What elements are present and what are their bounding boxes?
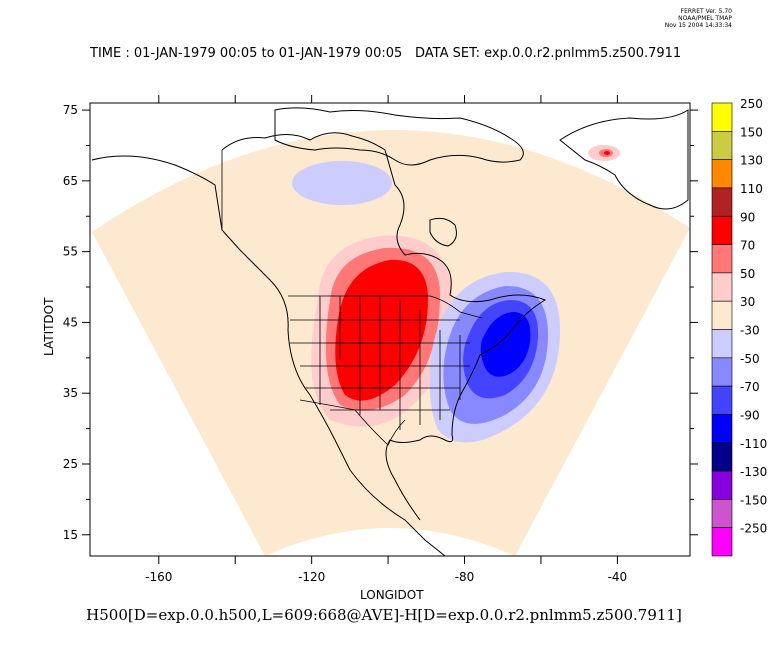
- state-lines-horizontal: [290, 319, 470, 411]
- greenland-anomaly-core: [604, 151, 610, 155]
- greenland-coast: [559, 109, 689, 210]
- stamp-line-2: NOAA/PMEL TMAP: [678, 15, 732, 22]
- x-tick-label: -40: [608, 570, 628, 584]
- central-positive-core: [335, 259, 428, 401]
- pacific-coast: [91, 155, 446, 556]
- colorbar-swatch: [711, 244, 733, 274]
- colorbar-label: -150: [740, 493, 767, 507]
- us-canada-border: [288, 295, 483, 319]
- colorbar-label: 30: [740, 295, 755, 309]
- colorbar-swatch: [711, 187, 733, 217]
- dataset-label: DATA SET: exp.0.0.r2.pnlmm5.z500.7911: [415, 46, 682, 61]
- stamp-line-3: Nov 15 2004 14:33:34: [664, 22, 732, 29]
- plot-area: [91, 107, 690, 556]
- colorbar-swatch: [711, 499, 733, 528]
- colorbar-label: -110: [740, 437, 767, 451]
- colorbar-swatch: [711, 414, 733, 444]
- y-axis-label: LATITDOT: [42, 297, 56, 356]
- colorbar-label: 90: [740, 210, 755, 224]
- coastlines: [91, 107, 689, 556]
- colorbar-swatch: [711, 470, 733, 500]
- alaska-negative-anomaly: [292, 161, 392, 205]
- colorbar-swatch: [711, 329, 733, 359]
- colorbar-label: -50: [740, 352, 760, 366]
- y-tick-label: 15: [63, 528, 78, 542]
- hudson-bay-islands: [429, 217, 457, 247]
- colorbar-swatch: [711, 102, 733, 132]
- y-tick-label: 55: [63, 245, 78, 259]
- colorbar: 250 150 130 110 90 70 50 30 -30 -50 -70 -90 -110 -130…: [711, 97, 767, 557]
- x-axis-label: LONGIDOT: [360, 588, 424, 602]
- y-tick-label: 65: [63, 174, 78, 188]
- us-mexico-border: [299, 399, 406, 446]
- x-tick-label: -120: [298, 570, 325, 584]
- atlantic-gulf-coast: [385, 294, 547, 521]
- canada-north-coast: [221, 132, 491, 303]
- time-label: TIME : 01-JAN-1979 00:05 to 01-JAN-1979 …: [90, 46, 403, 61]
- tick-labels: -160 -120 -80 -40 15 25 35 45 55 65 75: [63, 103, 627, 584]
- colorbar-swatch: [711, 385, 733, 415]
- colorbar-swatch: [711, 300, 733, 330]
- colorbar-swatch: [711, 442, 733, 472]
- colorbar-label: -30: [740, 324, 760, 338]
- colorbar-label: 130: [740, 154, 763, 168]
- colorbar-label: -250: [740, 522, 767, 536]
- plot-frame: [89, 102, 691, 557]
- colorbar-label: -130: [740, 465, 767, 479]
- x-tick-label: -80: [455, 570, 475, 584]
- colorbar-swatch: [711, 131, 733, 160]
- colorbar-label: -90: [740, 408, 760, 422]
- boundaries: [221, 150, 483, 446]
- y-tick-label: 35: [63, 386, 78, 400]
- east-negative-core: [480, 312, 531, 377]
- colorbar-swatch: [711, 215, 733, 245]
- colorbar-label: 50: [740, 267, 755, 281]
- x-tick-label: -160: [145, 570, 172, 584]
- colorbar-label: 250: [740, 97, 763, 111]
- y-tick-label: 45: [63, 315, 78, 329]
- state-lines-vertical: [319, 296, 461, 430]
- stamp-line-1: FERRET Ver. 5.70: [680, 8, 732, 15]
- colorbar-swatch: [711, 357, 733, 387]
- colorbar-swatch: [711, 527, 733, 557]
- ferret-stamp: FERRET Ver. 5.70 NOAA/PMEL TMAP Nov 15 2…: [665, 8, 732, 29]
- arctic-islands: [274, 107, 524, 166]
- colorbar-label: 110: [740, 182, 763, 196]
- y-tick-label: 75: [63, 103, 78, 117]
- expression-footer: H500[D=exp.0.0.h500,L=609:668@AVE]-H[D=e…: [86, 606, 682, 624]
- colorbar-swatch: [711, 159, 733, 189]
- tick-marks: [82, 95, 698, 564]
- colorbar-label: 150: [740, 125, 763, 139]
- colorbar-swatch: [711, 272, 733, 302]
- colorbar-label: -70: [740, 380, 760, 394]
- y-tick-label: 25: [63, 457, 78, 471]
- colorbar-label: 70: [740, 239, 755, 253]
